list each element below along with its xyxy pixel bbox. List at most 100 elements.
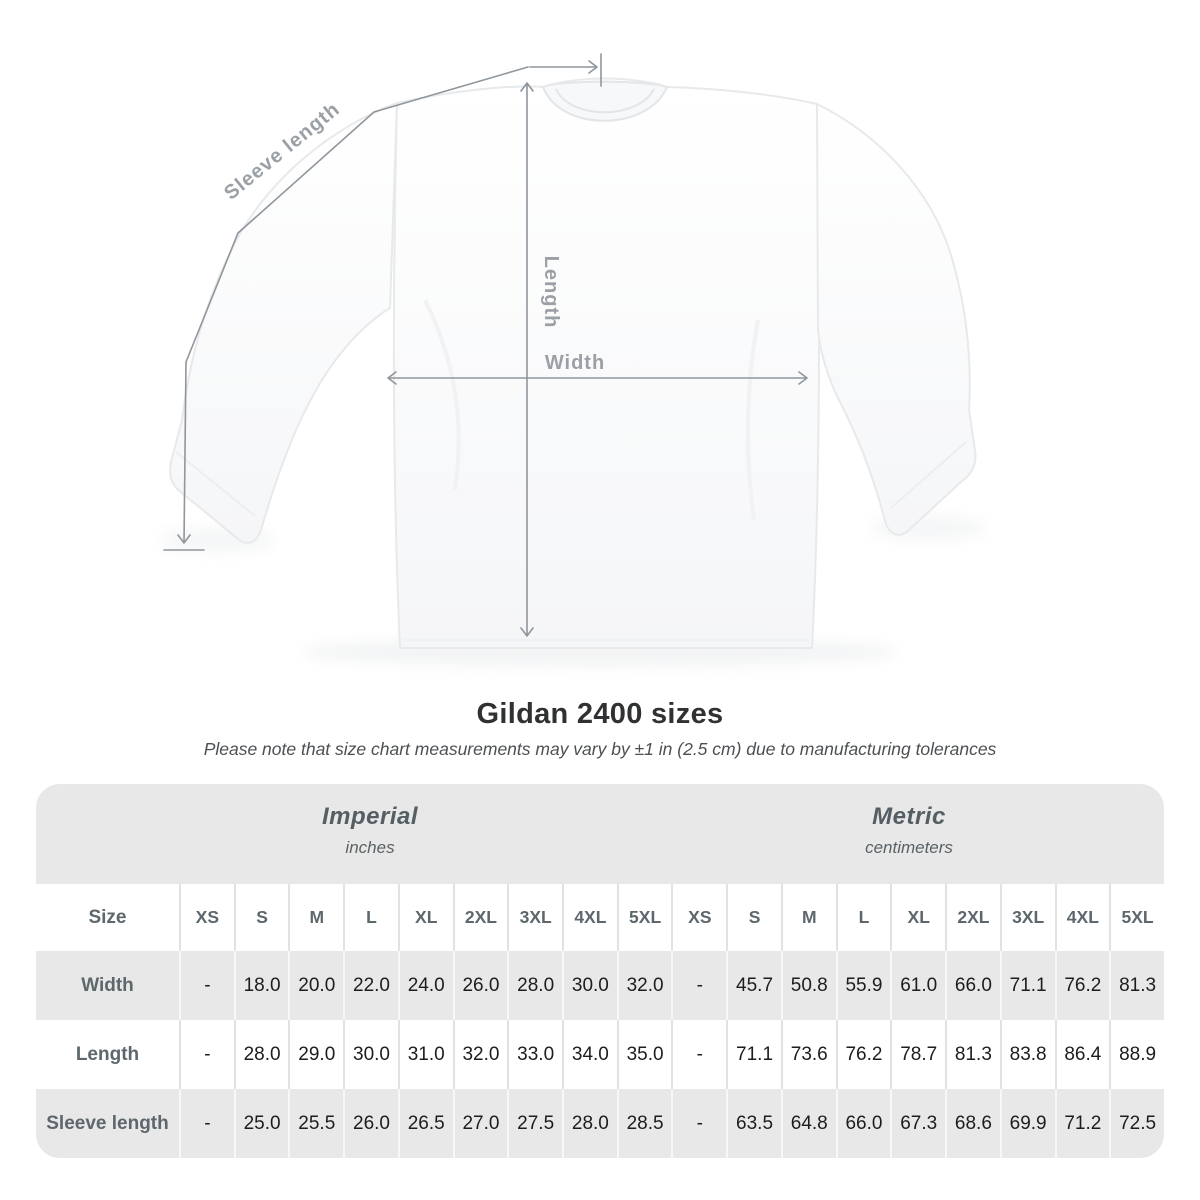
measurement-cell: 76.2 — [835, 1020, 891, 1089]
measurement-cell: 78.7 — [890, 1020, 945, 1089]
shirt-diagram: Sleeve length Length Width — [160, 53, 986, 667]
measurement-cell: 27.5 — [507, 1089, 562, 1158]
measurement-cell: 66.0 — [945, 951, 1000, 1020]
table-row: Sleeve length -25.0 25.5 26.0 26.5 27.0 27.5 28… — [36, 1089, 1164, 1158]
measurement-cell: 31.0 — [397, 1020, 453, 1089]
measurement-cell: 50.8 — [780, 951, 836, 1020]
measurement-cell: 28.0 — [562, 1089, 617, 1158]
unit-headers: Imperial inches Metric centimeters — [36, 784, 1164, 884]
width-arrow — [387, 371, 808, 385]
size-col-header: M — [288, 884, 343, 951]
fabric-folds — [403, 299, 809, 642]
measurement-cell: 61.0 — [890, 951, 945, 1020]
unit-group-name: Metric — [872, 803, 946, 830]
measurement-cell: - — [671, 1089, 726, 1158]
size-col-header: 4XL — [1054, 884, 1110, 951]
measurement-cell: - — [179, 1020, 234, 1089]
row-label: Width — [81, 974, 134, 996]
shirt-right-sleeve — [815, 102, 977, 536]
size-col-header: M — [780, 884, 836, 951]
measurement-cell: 73.6 — [780, 1020, 836, 1089]
table-row: Width -18.0 20.0 22.0 24.0 26.0 28.0 30.0 32.0-4… — [36, 951, 1164, 1020]
measurement-cell: 55.9 — [835, 951, 891, 1020]
size-col-header: 5XL — [616, 884, 672, 951]
left-cuff-seam — [175, 451, 256, 517]
unit-group-metric: Metric centimeters — [865, 803, 953, 858]
measurement-cell: 26.0 — [343, 1089, 398, 1158]
unit-group-imperial: Imperial inches — [322, 803, 418, 858]
size-header-label: Size — [88, 906, 127, 928]
measurement-cell: 32.0 — [616, 951, 672, 1020]
size-col-header: 3XL — [507, 884, 562, 951]
measurement-cell: 30.0 — [343, 1020, 398, 1089]
measurement-cell: 18.0 — [233, 951, 289, 1020]
measurement-cell: 88.9 — [1109, 1020, 1164, 1089]
table-rows: Width -18.0 20.0 22.0 24.0 26.0 28.0 30.0 32.0-4… — [36, 951, 1164, 1158]
shirt-collar — [541, 77, 669, 122]
measurement-cell: 29.0 — [288, 1020, 343, 1089]
measurement-cell: 33.0 — [507, 1020, 562, 1089]
table-row: Length -28.0 29.0 30.0 31.0 32.0 33.0 34.0 35.0-… — [36, 1020, 1164, 1089]
measurement-cell: - — [671, 951, 726, 1020]
size-col-header: S — [726, 884, 781, 951]
measurement-cell: 72.5 — [1109, 1089, 1164, 1158]
measurement-cell: 35.0 — [616, 1020, 672, 1089]
unit-group-unit: centimeters — [865, 838, 953, 857]
measurement-cell: 25.5 — [288, 1089, 343, 1158]
tolerance-note: Please note that size chart measurements… — [203, 739, 997, 759]
measurement-cell: 86.4 — [1054, 1020, 1110, 1089]
size-col-header: XS — [179, 884, 234, 951]
measurement-cell: 28.0 — [233, 1020, 289, 1089]
measurement-cell: 68.6 — [945, 1089, 1000, 1158]
size-table: Imperial inches Metric centimeters Size X… — [36, 784, 1164, 1158]
length-label: Length — [540, 256, 562, 329]
measurement-cell: 28.5 — [616, 1089, 672, 1158]
size-col-header: S — [233, 884, 289, 951]
measurement-cell: 20.0 — [288, 951, 343, 1020]
row-label: Length — [75, 1043, 140, 1065]
measurement-cell: 66.0 — [835, 1089, 891, 1158]
measurement-cell: 34.0 — [562, 1020, 617, 1089]
measurement-cell: - — [179, 1089, 234, 1158]
size-col-header: 2XL — [945, 884, 1000, 951]
width-label: Width — [545, 352, 605, 374]
right-cuff-seam — [890, 441, 967, 509]
measurement-cell: 24.0 — [397, 951, 453, 1020]
shirt-left-sleeve — [169, 101, 399, 544]
size-col-header: 3XL — [999, 884, 1055, 951]
measurement-cell: 76.2 — [1054, 951, 1110, 1020]
shirt-illustration: Sleeve length Length Width — [160, 53, 986, 667]
measurement-cell: 25.0 — [233, 1089, 289, 1158]
shirt-torso — [392, 80, 821, 649]
measurement-cell: 27.0 — [452, 1089, 508, 1158]
measurement-cell: 28.0 — [507, 951, 562, 1020]
measurement-cell: 30.0 — [562, 951, 617, 1020]
measurement-cell: 81.3 — [945, 1020, 1000, 1089]
measurement-cell: 71.1 — [999, 951, 1055, 1020]
measurement-cell: - — [671, 1020, 726, 1089]
measurement-cell: 71.2 — [1054, 1089, 1110, 1158]
size-col-header: L — [835, 884, 891, 951]
measurement-cell: 45.7 — [726, 951, 781, 1020]
unit-group-unit: inches — [345, 838, 395, 857]
size-col-header: XS — [671, 884, 726, 951]
measurement-cell: 71.1 — [726, 1020, 781, 1089]
measurement-cell: - — [179, 951, 234, 1020]
length-arrow — [520, 82, 534, 637]
size-header-row: Size XS S M L XL 2XL 3XL 4XL 5XL XS S M L XL 2XL 3XL 4XL 5… — [36, 884, 1164, 951]
size-col-header: XL — [397, 884, 453, 951]
measurement-cell: 64.8 — [780, 1089, 836, 1158]
size-col-header: 5XL — [1109, 884, 1164, 951]
size-col-header: 4XL — [562, 884, 617, 951]
row-label: Sleeve length — [46, 1112, 169, 1134]
measurement-cell: 81.3 — [1109, 951, 1164, 1020]
page-title: Gildan 2400 sizes — [476, 698, 724, 730]
measurement-cell: 83.8 — [999, 1020, 1055, 1089]
measurement-cell: 22.0 — [343, 951, 398, 1020]
sleeve-length-arrow — [163, 53, 602, 551]
unit-group-name: Imperial — [321, 803, 419, 830]
size-col-header: XL — [890, 884, 945, 951]
measurement-cell: 32.0 — [452, 1020, 508, 1089]
measurement-cell: 63.5 — [726, 1089, 781, 1158]
